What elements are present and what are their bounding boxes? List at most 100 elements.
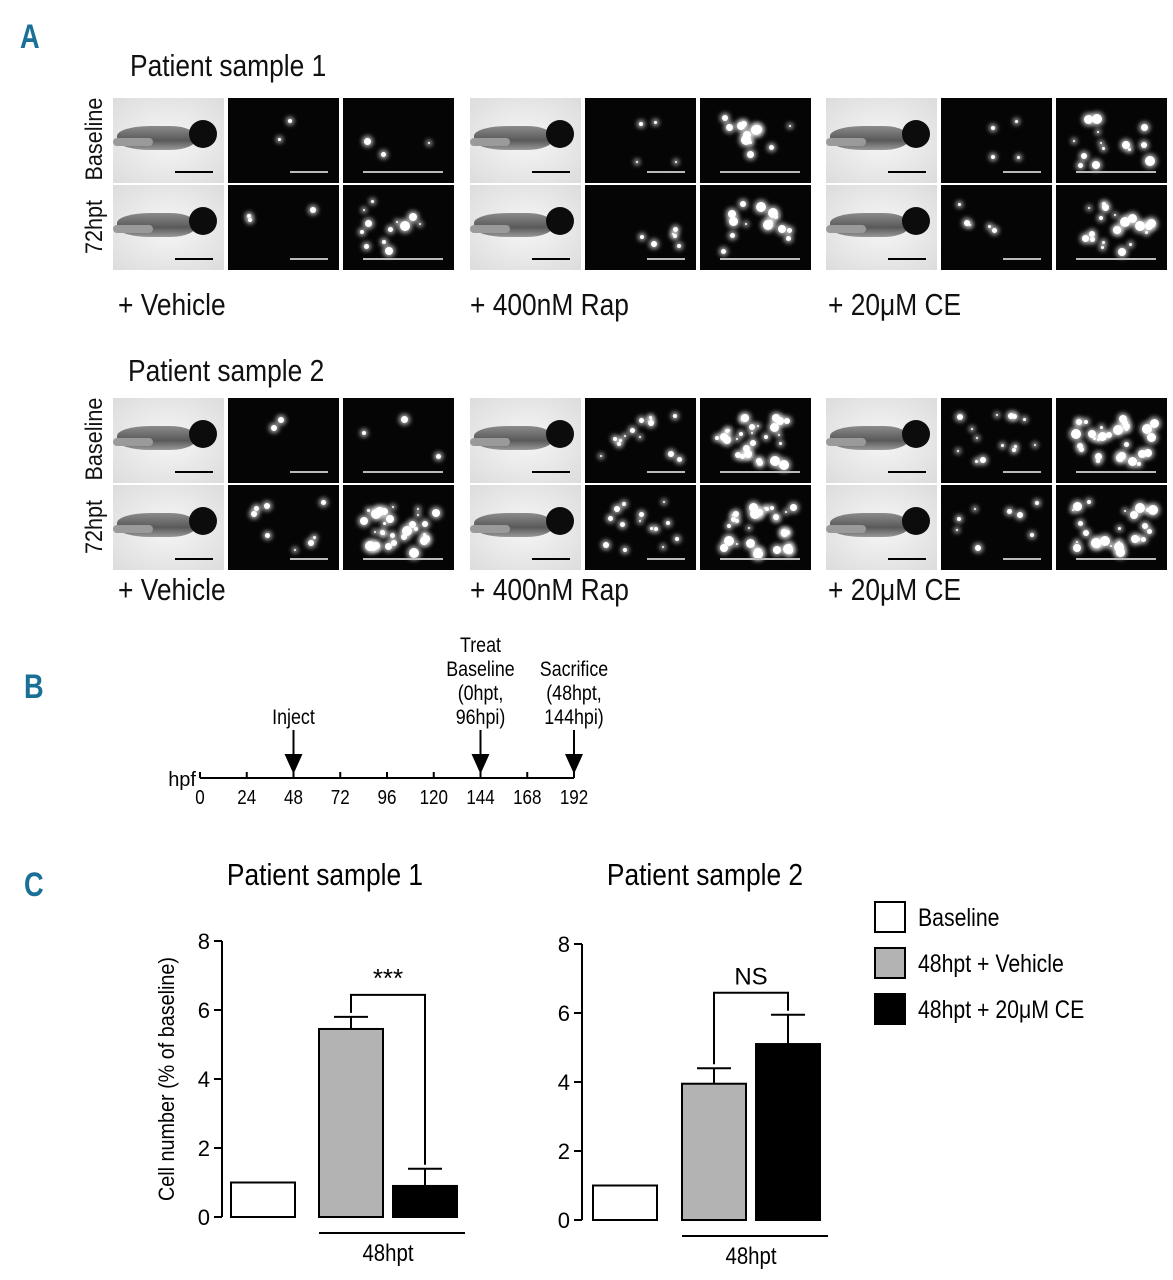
brightfield-image bbox=[470, 398, 581, 483]
timeline-tick-label: 144 bbox=[466, 786, 494, 809]
legend-label: 48hpt + Vehicle bbox=[918, 949, 1064, 977]
fluorescence-image bbox=[700, 98, 811, 183]
fluorescence-image bbox=[1056, 398, 1167, 483]
bar bbox=[392, 1184, 458, 1219]
timeline-event-label: Treat bbox=[460, 634, 501, 658]
timeline-tick-label: 168 bbox=[513, 786, 541, 809]
timeline-tick-label: 0 bbox=[195, 786, 204, 809]
fluorescence-image bbox=[585, 98, 696, 183]
significance-label: *** bbox=[373, 963, 403, 993]
timeline-event-label: Sacrifice bbox=[540, 658, 608, 682]
fluorescence-image bbox=[941, 398, 1052, 483]
timeline-event-label: (0hpt, bbox=[458, 682, 504, 706]
group-label: 48hpt bbox=[725, 1242, 777, 1269]
sample-title-1: Patient sample 1 bbox=[130, 48, 327, 83]
chart-patient-sample-1: Patient sample 1 0 2 4 6 8 Cell number (% of b… bbox=[155, 858, 465, 1266]
treatment-label-vehicle-2: + Vehicle bbox=[118, 572, 226, 607]
fluorescence-image bbox=[1056, 98, 1167, 183]
fluorescence-image bbox=[228, 98, 339, 183]
fluorescence-image bbox=[228, 398, 339, 483]
chart-patient-sample-2: Patient sample 2 0 2 4 6 8 NS 48hpt bbox=[558, 858, 828, 1269]
timeline-tick-label: 96 bbox=[378, 786, 397, 809]
significance-bracket bbox=[713, 991, 789, 1065]
chart-title: Patient sample 2 bbox=[607, 858, 803, 892]
brightfield-image bbox=[826, 185, 937, 270]
significance-bracket bbox=[350, 993, 426, 1165]
bar bbox=[755, 1043, 821, 1221]
timeline-tick-label: 120 bbox=[420, 786, 448, 809]
timeline-axis-label: hpf bbox=[168, 769, 196, 791]
fluorescence-image bbox=[941, 485, 1052, 570]
group-label: 48hpt bbox=[362, 1239, 414, 1266]
legend-swatch bbox=[874, 993, 906, 1025]
brightfield-image bbox=[113, 98, 224, 183]
y-tick-label: 4 bbox=[558, 1070, 570, 1095]
row-label-72hpt-2: 72hpt bbox=[81, 499, 108, 555]
brightfield-image bbox=[470, 98, 581, 183]
panel-letter-c: C bbox=[24, 866, 44, 904]
significance-label: NS bbox=[734, 964, 767, 991]
fluorescence-image bbox=[343, 398, 454, 483]
fluorescence-image bbox=[228, 485, 339, 570]
treatment-label-rap-1: + 400nM Rap bbox=[470, 287, 629, 322]
brightfield-image bbox=[470, 485, 581, 570]
timeline-event-label: Inject bbox=[272, 706, 315, 730]
brightfield-image bbox=[113, 485, 224, 570]
fluorescence-image bbox=[700, 485, 811, 570]
brightfield-image bbox=[113, 398, 224, 483]
sample-title-2: Patient sample 2 bbox=[128, 353, 325, 388]
fluorescence-image bbox=[700, 398, 811, 483]
y-tick-label: 6 bbox=[558, 1001, 570, 1026]
row-label-72hpt-1: 72hpt bbox=[81, 199, 108, 255]
fluorescence-image bbox=[343, 485, 454, 570]
fluorescence-image bbox=[585, 398, 696, 483]
timeline-tick-label: 72 bbox=[331, 786, 350, 809]
bar bbox=[592, 1184, 658, 1221]
y-tick-label: 4 bbox=[198, 1067, 210, 1092]
y-tick-label: 2 bbox=[558, 1139, 570, 1164]
fluorescence-image bbox=[585, 485, 696, 570]
timeline-arrow-head bbox=[565, 754, 583, 774]
fluorescence-image bbox=[941, 185, 1052, 270]
row-label-baseline-2: Baseline bbox=[81, 397, 108, 481]
bar bbox=[230, 1181, 296, 1218]
bar bbox=[318, 1027, 384, 1218]
fluorescence-image bbox=[343, 98, 454, 183]
legend-label: Baseline bbox=[918, 903, 999, 931]
treatment-label-ce-2: + 20μM CE bbox=[828, 572, 962, 607]
legend-swatch bbox=[874, 947, 906, 979]
timeline-event-label: (48hpt, bbox=[546, 682, 602, 706]
legend: Baseline 48hpt + Vehicle 48hpt + 20μM CE bbox=[874, 901, 1084, 1025]
fluorescence-image bbox=[700, 185, 811, 270]
y-tick-label: 8 bbox=[198, 929, 210, 954]
timeline-tick-label: 192 bbox=[560, 786, 588, 809]
panel-letter-b: B bbox=[24, 668, 44, 706]
timeline-arrow-head bbox=[471, 754, 490, 774]
timeline: 0 24 48 72 96 120 144 168 192 hpf Inject TreatBasel… bbox=[168, 634, 608, 809]
timeline-arrow-head bbox=[284, 754, 303, 774]
bar-charts: Patient sample 1 0 2 4 6 8 Cell number (% of b… bbox=[155, 858, 1084, 1269]
brightfield-image bbox=[470, 185, 581, 270]
y-tick-label: 2 bbox=[198, 1136, 210, 1161]
y-tick-label: 0 bbox=[198, 1205, 210, 1230]
treatment-label-ce-1: + 20μM CE bbox=[828, 287, 962, 322]
y-tick-label: 8 bbox=[558, 932, 570, 957]
fluorescence-image bbox=[941, 98, 1052, 183]
timeline-tick-label: 24 bbox=[237, 786, 256, 809]
timeline-event-label: 144hpi) bbox=[544, 706, 603, 730]
fluorescence-image bbox=[343, 185, 454, 270]
y-axis-label: Cell number (% of baseline) bbox=[155, 957, 179, 1201]
y-tick-label: 0 bbox=[558, 1208, 570, 1233]
fluorescence-image bbox=[228, 185, 339, 270]
brightfield-image bbox=[826, 398, 937, 483]
timeline-tick-label: 48 bbox=[284, 786, 303, 809]
bar bbox=[681, 1082, 747, 1221]
row-label-baseline-1: Baseline bbox=[81, 97, 108, 181]
fluorescence-image bbox=[1056, 185, 1167, 270]
timeline-event-label: 96hpi) bbox=[456, 706, 506, 730]
panel-letter-a: A bbox=[20, 18, 40, 56]
timeline-event-label: Baseline bbox=[446, 658, 514, 682]
chart-title: Patient sample 1 bbox=[227, 858, 423, 892]
brightfield-image bbox=[113, 185, 224, 270]
legend-swatch bbox=[874, 901, 906, 933]
